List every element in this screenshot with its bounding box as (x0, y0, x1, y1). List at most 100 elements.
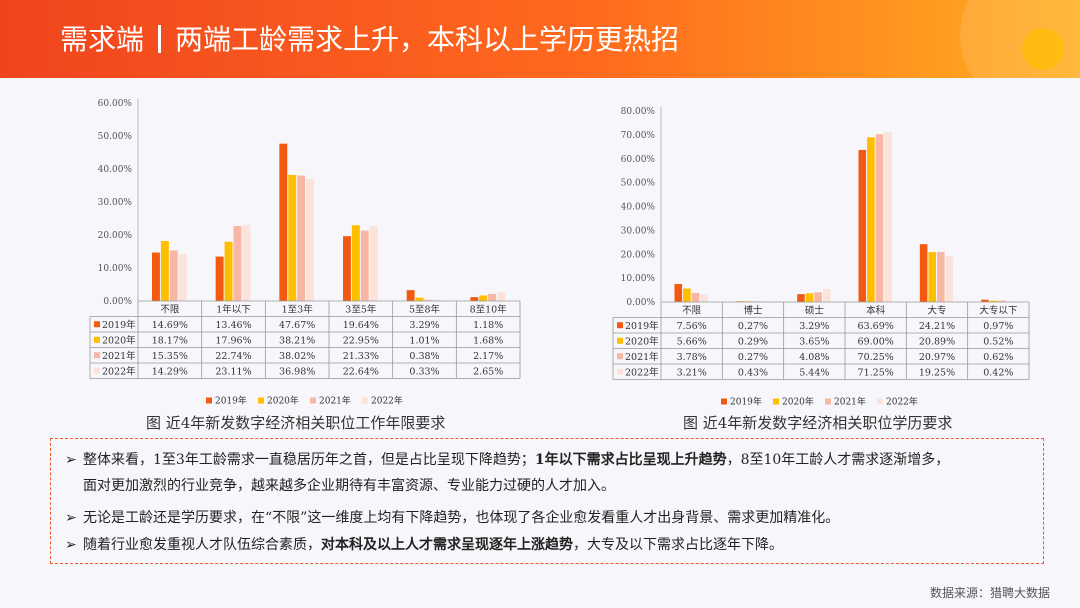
data-label: 20.89% (919, 337, 955, 348)
bar-2019年-本科 (858, 149, 867, 302)
bar-2020年-不限 (683, 288, 691, 302)
bar-2019年-1年以下 (215, 256, 224, 301)
summary-bullet: ➢ 无论是工龄还是学历要求，在“不限”这一维度上均有下降趋势，也体现了各企业愈发看… (65, 505, 839, 531)
data-label: 0.29% (738, 337, 768, 348)
data-label: 63.69% (858, 321, 894, 332)
data-label: 0.42% (983, 368, 1013, 379)
bar-2022年-硕士 (822, 289, 831, 302)
data-label: 22.74% (215, 351, 251, 362)
bar-2022年-1年以下 (242, 224, 251, 301)
legend-label: 2021年 (319, 395, 351, 407)
category-label: 本科 (866, 305, 886, 317)
legend-key-2021年 (617, 353, 623, 360)
category-label: 3至5年 (345, 304, 377, 316)
chart-caption-education: 图 近4年新发数字经济相关职位学历要求 (683, 414, 953, 432)
data-label: 20.97% (919, 352, 955, 363)
bar-2021年-硕士 (814, 292, 822, 302)
bullet-text: 无论是工龄还是学历要求，在“不限”这一维度上均有下降趋势，也体现了各企业愈发看重… (83, 510, 840, 526)
legend-label: 2022年 (371, 395, 403, 407)
bar-2022年-5至8年 (433, 299, 442, 301)
data-label: 19.64% (343, 320, 379, 331)
category-label: 博士 (743, 305, 763, 317)
bar-2021年-3至5年 (360, 230, 369, 301)
data-label: 1.68% (473, 336, 503, 347)
legend-label: 2022年 (886, 396, 918, 408)
data-label: 13.46% (215, 320, 251, 331)
data-label: 1.18% (473, 320, 503, 331)
data-label: 3.65% (799, 337, 829, 348)
bar-2022年-本科 (884, 131, 892, 302)
bar-2021年-1年以下 (233, 225, 242, 301)
series-label: 2020年 (102, 335, 136, 347)
category-label: 大专以下 (979, 305, 1017, 317)
bar-2022年-不限 (700, 294, 708, 302)
series-label: 2019年 (102, 319, 136, 331)
y-tick-label: 40.00% (98, 165, 133, 175)
data-label: 0.97% (983, 321, 1013, 332)
series-label: 2020年 (625, 336, 659, 348)
series-label: 2021年 (102, 350, 136, 362)
arrow-icon: ➢ (65, 510, 77, 526)
data-label: 0.27% (738, 321, 768, 332)
data-label: 0.43% (738, 368, 768, 379)
work-years-chart: 0.00% 10.00% 20.00% 30.00% 40.00% 50.00% 60.00… (89, 99, 521, 407)
legend-swatch-2019年 (721, 398, 727, 405)
y-tick-label: 20.00% (98, 231, 133, 241)
legend-swatch-2022年 (877, 398, 883, 405)
data-label: 14.29% (152, 367, 188, 378)
y-tick-label: 0.00% (626, 298, 655, 308)
category-label: 不限 (160, 305, 180, 316)
bar-2021年-大专 (937, 251, 945, 302)
legend-key-2020年 (94, 336, 100, 343)
legend-label: 2019年 (730, 396, 762, 408)
data-label: 22.95% (343, 336, 379, 347)
y-tick-label: 60.00% (98, 99, 133, 109)
data-label: 1.01% (409, 336, 439, 347)
series-label: 2021年 (625, 351, 659, 363)
bar-2020年-8至10年 (479, 295, 488, 301)
summary-box: ➢ 整体来看，1至3年工龄需求一直稳居历年之首，但是占比呈现下降趋势；1年以下需求… (50, 438, 1044, 564)
data-label: 0.33% (409, 367, 439, 378)
legend-swatch-2020年 (773, 398, 779, 405)
bar-2022年-大专以下 (1006, 300, 1015, 302)
bar-2019年-大专 (919, 244, 928, 302)
y-tick-label: 0.00% (103, 297, 132, 307)
data-label: 7.56% (677, 321, 707, 332)
bar-2020年-5至8年 (415, 297, 424, 301)
data-label: 14.69% (152, 320, 188, 331)
data-label: 0.27% (738, 352, 768, 363)
y-tick-label: 60.00% (621, 155, 656, 165)
legend-key-2020年 (617, 337, 623, 344)
legend-key-2022年 (617, 368, 623, 375)
data-label: 4.08% (799, 352, 829, 363)
data-label: 70.25% (858, 352, 894, 363)
bar-2021年-5至8年 (424, 299, 433, 301)
bar-2019年-3至5年 (343, 236, 351, 301)
data-label: 69.00% (858, 337, 894, 348)
arrow-icon: ➢ (65, 537, 77, 553)
bar-2021年-不限 (169, 250, 178, 301)
legend-key-2021年 (94, 352, 100, 359)
bullet-text: 随着行业愈发重视人才队伍综合素质， (83, 537, 321, 553)
bar-2020年-1至3年 (288, 174, 297, 301)
bar-2022年-1至3年 (306, 178, 314, 301)
y-tick-label: 30.00% (621, 226, 656, 236)
data-label: 3.29% (799, 321, 829, 332)
category-label: 不限 (682, 306, 702, 317)
legend-swatch-2019年 (206, 397, 212, 404)
legend-swatch-2021年 (310, 397, 316, 404)
y-tick-label: 70.00% (621, 131, 656, 141)
y-tick-label: 10.00% (98, 264, 133, 274)
category-label: 5至8年 (409, 304, 441, 316)
header-banner: 需求端 两端工龄需求上升，本科以上学历更热招 (0, 0, 1080, 78)
bar-2019年-大专以下 (981, 299, 989, 302)
bar-2020年-本科 (867, 137, 875, 302)
title-text: 两端工龄需求上升，本科以上学历更热招 (175, 23, 680, 56)
bullet-text: 面对更加激烈的行业竞争，越来越多企业期待有丰富资源、专业能力过硬的人才加入。 (83, 478, 615, 494)
category-label: 大专 (927, 305, 946, 317)
data-label: 5.44% (799, 368, 829, 379)
data-label: 24.21% (919, 321, 955, 332)
bar-2019年-5至8年 (406, 290, 415, 301)
series-label: 2019年 (625, 320, 659, 332)
bar-2020年-1年以下 (224, 241, 233, 301)
